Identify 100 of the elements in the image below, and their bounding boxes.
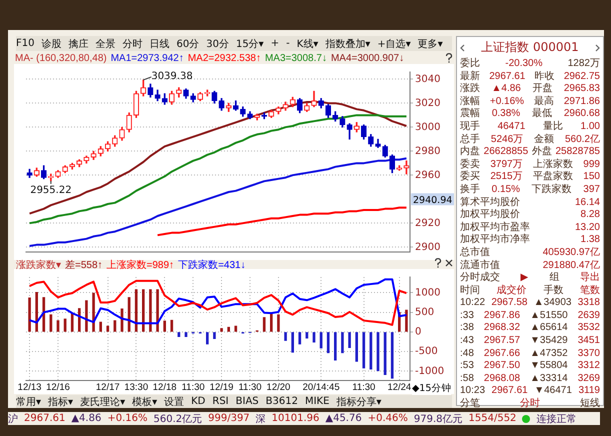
series-label: 上涨家数=989↑	[106, 258, 174, 272]
text: 加权平均市净率 1.38	[460, 234, 600, 246]
annotation: 2955.22	[30, 184, 72, 196]
bar	[306, 332, 308, 339]
bar	[28, 297, 31, 332]
y-tick-label: 1000	[415, 287, 440, 298]
bar	[56, 320, 60, 332]
text: :58 2968.08 ▲33314 3269	[460, 372, 600, 386]
x-tick-label: 13:30	[124, 382, 148, 393]
x-tick-label: 12/20	[266, 382, 290, 393]
text: F10 诊股 擒庄 全景 分时 日线 60分 30分 15分▾ + - K线▾ 指数叠加▾ +自选▾ 更多▾	[16, 38, 443, 50]
y-tick-label: 2920	[415, 218, 440, 229]
text: 下跌家数=431↓	[178, 258, 246, 272]
text: ◆15分钟	[412, 382, 452, 395]
bar	[384, 332, 386, 376]
bar	[70, 313, 74, 332]
bar	[206, 332, 209, 344]
text: MA1=2973.942↑	[110, 53, 184, 64]
bar	[355, 332, 358, 362]
text: 沪 2967.61 ▲4.86 +0.16% 560.2亿元 999/397 深 10101.96 ▲45.76 +0.46% 979.8亿元 1554/552 连接正常	[8, 413, 576, 424]
text: :43 2967.57 ▼35429 3451	[460, 335, 600, 348]
bar	[390, 332, 394, 379]
text: 2940.94	[413, 195, 452, 206]
x-tick-label: 11:30	[238, 382, 262, 393]
x-tick-label: 11:30	[352, 382, 376, 393]
y-tick-label: -1000	[415, 366, 444, 377]
x-tick-label: 12/18	[152, 382, 177, 393]
x-tick-label: 12/24	[387, 382, 412, 393]
legend-title: MA- (160,320,80,48)	[15, 53, 107, 64]
x-tick-label: 12/13	[18, 382, 42, 393]
bar	[362, 332, 366, 368]
x-tick-label: 20/14:45	[302, 382, 340, 393]
annotation: 3039.38	[151, 70, 193, 82]
bar	[348, 332, 351, 348]
text: 委比 -20.30% 1282万	[460, 58, 600, 69]
text: 加权平均市盈率 13.20	[460, 222, 600, 233]
candlestick	[404, 160, 410, 174]
bar	[114, 320, 116, 332]
x-tick-label: 12/16	[46, 382, 70, 393]
text: 10:22 2967.58 ▲34903 3318	[460, 297, 600, 310]
text: 涨幅 +0.16% 最高 2971.86	[460, 96, 600, 108]
bar	[99, 322, 102, 332]
text: MA2=2932.538↑	[188, 53, 261, 64]
text: 委买 2515万 平盘家数 150	[460, 171, 600, 184]
bar	[220, 328, 223, 332]
bar	[134, 289, 138, 332]
text: 时间 成交价 手数 笔数	[460, 284, 600, 296]
bar	[85, 300, 88, 332]
text: :38 2968.32 ▲65614 3532	[460, 322, 600, 336]
y-tick-label: 2980	[415, 146, 440, 157]
text: 算术平均股价 16.14	[460, 196, 600, 208]
y-tick-label: 500	[415, 306, 434, 318]
bar	[106, 326, 110, 332]
y-tick-label: -500	[415, 346, 438, 358]
x-tick-label: 12/19	[210, 382, 234, 393]
bar	[120, 308, 124, 332]
bar	[142, 289, 145, 332]
bar	[178, 332, 180, 337]
bar	[326, 332, 330, 354]
y-tick-label: 3000	[415, 122, 440, 133]
bar	[156, 289, 159, 332]
bar	[405, 310, 408, 332]
text: 分时成交 ▶ 组 导出	[460, 272, 600, 284]
legend-title: 涨跌家数▾	[16, 258, 61, 272]
bar	[213, 332, 216, 339]
bar	[341, 332, 344, 354]
bar	[92, 292, 95, 332]
bar	[277, 314, 280, 332]
bar	[234, 326, 238, 332]
bar	[370, 332, 372, 370]
text: 内盘 26628855 外盘 25828785	[460, 146, 600, 158]
bar	[284, 332, 287, 341]
text: 最新 2967.61 昨收 2962.75	[460, 70, 600, 82]
y-tick-label: 3020	[415, 98, 440, 109]
x-tick-label: 12/17	[96, 382, 120, 393]
bar	[170, 320, 174, 332]
y-tick-label: 0	[415, 326, 422, 338]
text: 分笔 分时 短线	[460, 398, 600, 410]
x-tick-label: 11:30	[182, 382, 205, 393]
text: 上证指数 000001	[481, 39, 579, 56]
bar	[376, 332, 380, 372]
bar	[298, 332, 302, 344]
text: :48 2967.66 ▲47352 3370	[460, 348, 600, 360]
text: 差=558↑	[65, 259, 103, 272]
text: 现手 46471 量比 1.00	[460, 120, 600, 132]
text: 委卖 3797万 上涨家数 999	[460, 158, 600, 170]
y-tick-label: 3040	[415, 74, 440, 85]
text: 总手 5246万 金额 560.2亿	[460, 134, 600, 146]
bar	[64, 318, 66, 332]
text: 震幅 0.38% 最低 2960.68	[460, 108, 600, 120]
bar	[163, 320, 166, 332]
y-tick-label: 2900	[415, 242, 440, 253]
text: MA3=3008.7↓	[264, 53, 327, 64]
text: :33 2967.86 ▲51550 2639	[460, 310, 600, 322]
bar	[50, 314, 52, 332]
text: 总市值 405930.97亿	[460, 246, 600, 258]
text: 常用▾ 指标▾ 麦氏理论▾ 模板▾ 设置 KD RSI BIAS B3612 MIKE 指标分享▾	[16, 396, 382, 408]
text: 加权平均股价 8.28	[460, 209, 600, 220]
text: 流通市值 291880.47亿	[460, 260, 600, 270]
text: 10:23 2967.61 ▼46471 3119	[460, 385, 600, 398]
